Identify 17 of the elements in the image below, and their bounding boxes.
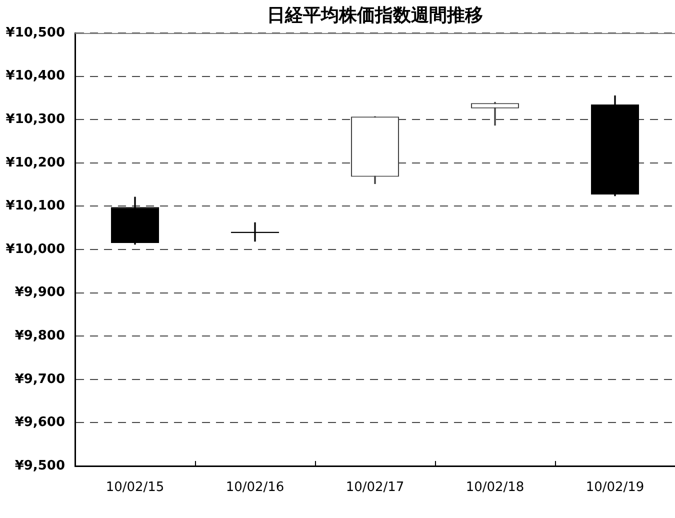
x-tick-label: 10/02/18 xyxy=(466,480,524,496)
y-tick-label: ¥9,800 xyxy=(14,328,65,344)
chart-title: 日経平均株価指数週間推移 xyxy=(266,4,484,28)
y-tick-label: ¥9,600 xyxy=(14,415,65,430)
y-tick-label: ¥10,200 xyxy=(6,155,65,170)
y-tick-label: ¥9,900 xyxy=(14,285,65,300)
y-tick-label: ¥9,500 xyxy=(14,458,65,474)
y-tick-label: ¥9,700 xyxy=(14,372,65,387)
y-tick-label: ¥10,100 xyxy=(6,198,65,214)
x-tick-label: 10/02/15 xyxy=(106,480,164,496)
x-tick-label: 10/02/17 xyxy=(346,480,404,496)
y-tick-label: ¥10,300 xyxy=(6,112,65,127)
x-tick-label: 10/02/16 xyxy=(226,480,284,496)
y-tick-label: ¥10,400 xyxy=(6,68,65,84)
y-tick-label: ¥10,500 xyxy=(6,25,65,40)
x-tick-label: 10/02/19 xyxy=(586,480,644,496)
y-tick-label: ¥10,000 xyxy=(6,242,65,257)
